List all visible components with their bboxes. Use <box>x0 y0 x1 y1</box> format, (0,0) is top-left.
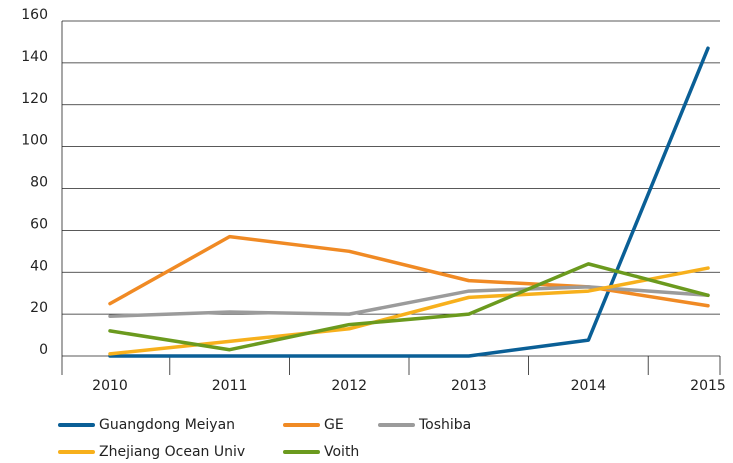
series-line <box>108 46 710 358</box>
x-tick-label: 2015 <box>690 378 726 394</box>
legend-label: Guangdong Meiyan <box>99 417 235 433</box>
legend-label: Toshiba <box>418 417 471 433</box>
x-tick-label: 2013 <box>451 378 487 394</box>
y-tick-label: 60 <box>30 216 48 232</box>
x-tick-label: 2011 <box>212 378 248 394</box>
legend-label: Voith <box>324 444 359 460</box>
y-tick-label: 140 <box>21 49 48 65</box>
y-tick-label: 0 <box>39 342 48 358</box>
x-tick-label: 2012 <box>331 378 367 394</box>
y-tick-label: 160 <box>21 7 48 23</box>
y-tick-label: 80 <box>30 175 48 191</box>
legend-label: GE <box>324 417 344 433</box>
series-line <box>108 262 710 352</box>
x-tick-label: 2010 <box>92 378 128 394</box>
y-tick-label: 40 <box>30 258 48 274</box>
y-tick-label: 20 <box>30 300 48 316</box>
legend-label: Zhejiang Ocean Univ <box>99 444 245 460</box>
y-tick-label: 120 <box>21 91 48 107</box>
y-tick-label: 100 <box>21 133 48 149</box>
series-line <box>108 266 710 356</box>
x-tick-label: 2014 <box>571 378 607 394</box>
